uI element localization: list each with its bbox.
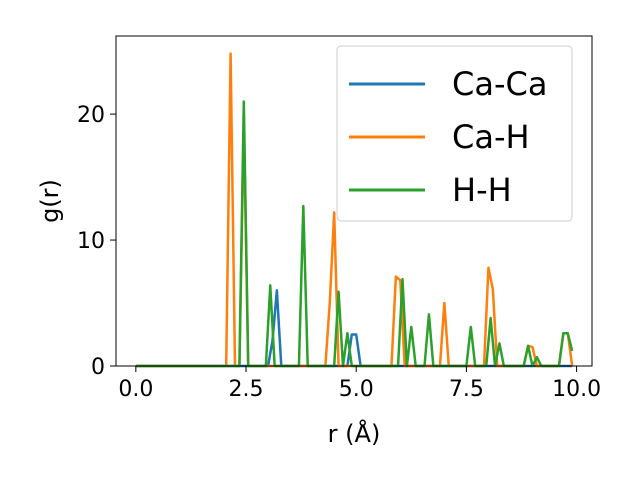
legend-box bbox=[336, 45, 573, 222]
legend-label-ca-h: Ca-H bbox=[452, 118, 530, 156]
x-tick-label: 2.5 bbox=[229, 377, 264, 402]
legend-label-h-h: H-H bbox=[452, 171, 512, 209]
y-tick-label: 10 bbox=[77, 229, 105, 254]
y-tick-label: 20 bbox=[77, 103, 105, 128]
x-axis-label: r (Å) bbox=[328, 419, 381, 448]
y-axis-label: g(r) bbox=[36, 179, 64, 223]
x-tick-label: 5.0 bbox=[339, 377, 374, 402]
series-line-h-h bbox=[135, 100, 574, 368]
legend-label-ca-ca: Ca-Ca bbox=[452, 65, 547, 103]
plot-frame bbox=[115, 35, 593, 367]
y-tick-label: 0 bbox=[91, 355, 105, 380]
x-tick-label: 7.5 bbox=[449, 377, 484, 402]
x-tick-label: 0.0 bbox=[118, 377, 153, 402]
x-tick-label: 10.0 bbox=[552, 377, 601, 402]
x-axis: 0.0 2.5 5.0 7.5 10.0 bbox=[118, 366, 601, 402]
y-axis: 0 10 20 bbox=[77, 103, 116, 380]
legend: Ca-Ca Ca-H H-H bbox=[336, 45, 573, 222]
